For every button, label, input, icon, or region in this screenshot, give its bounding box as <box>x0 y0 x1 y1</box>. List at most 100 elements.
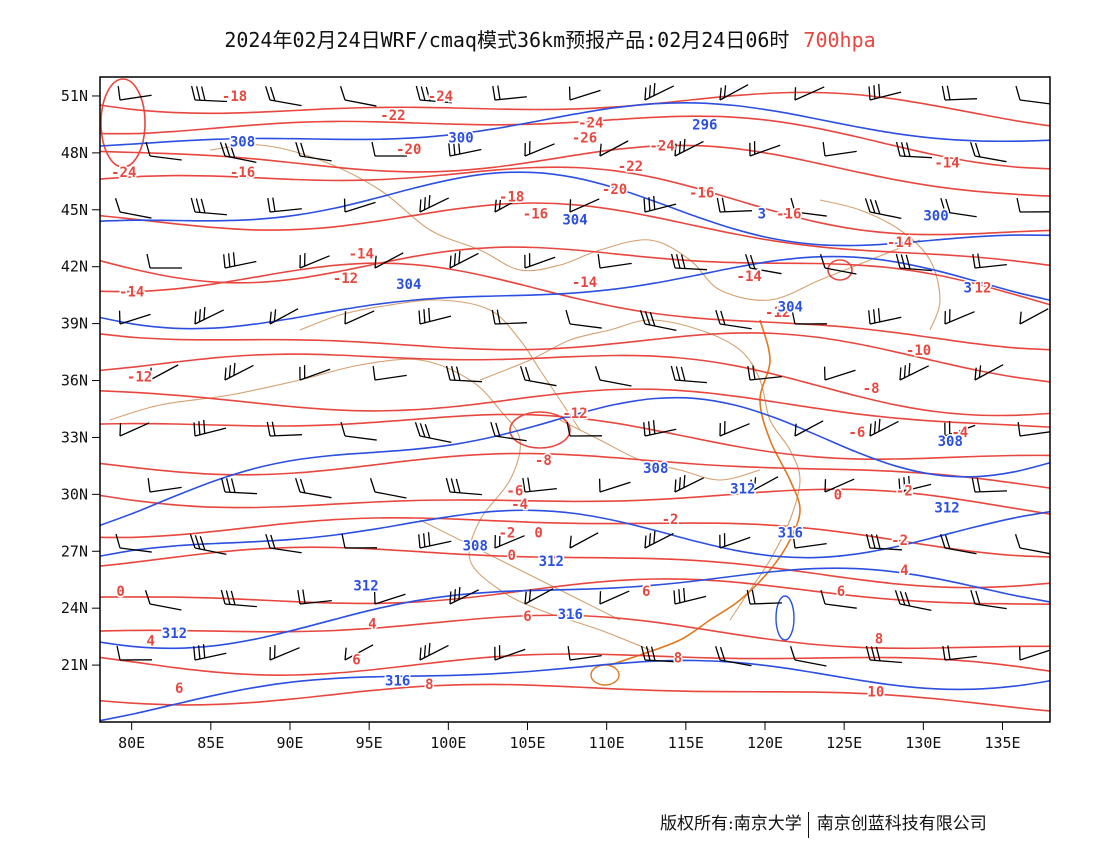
wind-barb <box>719 84 749 101</box>
wind-barb <box>449 250 479 269</box>
isotherm-closed <box>827 259 853 281</box>
height-label: 308 <box>643 461 668 477</box>
height-label: 312 <box>539 554 564 570</box>
temperature-label: 6 <box>642 584 650 600</box>
wind-barb <box>269 308 299 325</box>
wind-barb <box>716 197 752 213</box>
wind-barb <box>640 645 677 663</box>
wind-barb <box>643 420 677 437</box>
height-label: 316 <box>778 525 803 541</box>
wind-barb <box>372 366 407 381</box>
wind-barb <box>419 642 449 661</box>
temperature-label: -2 <box>662 512 679 528</box>
wind-barb <box>899 362 929 381</box>
wind-barb <box>267 197 302 213</box>
temperature-label: -12 <box>966 281 991 297</box>
temperature-label: 6 <box>175 681 183 697</box>
wind-barb <box>719 533 751 549</box>
axis-ticks: 80E 85E 90E 95E 100E 105E 110E 115E 120E 125E 130E… <box>61 87 1021 752</box>
wind-barb <box>714 646 752 667</box>
wind-barb <box>670 253 707 271</box>
wind-barb <box>1019 308 1049 325</box>
temperature-label: -24 <box>428 89 453 105</box>
wind-barb <box>418 307 452 325</box>
wind-barb <box>419 194 450 213</box>
wind-barb <box>149 364 179 381</box>
wind-barb <box>594 366 632 387</box>
wind-barb <box>940 197 977 218</box>
wind-barb <box>491 309 527 325</box>
wind-barb <box>895 141 932 159</box>
wind-barb <box>299 365 331 381</box>
wind-barb <box>749 476 779 493</box>
height-contour-line <box>100 567 1050 650</box>
temperature-label: -14 <box>349 246 374 262</box>
wind-barb <box>674 474 704 493</box>
height-contour-line <box>100 396 1050 527</box>
border-line <box>419 519 621 621</box>
contour-labels: -18-22-24-24 -16-20-24-26 -24-22-20-18 -16-… <box>110 87 993 702</box>
temperature-label: -22 <box>618 159 643 175</box>
wind-barb <box>939 534 977 555</box>
border-line <box>109 358 651 651</box>
title-pressure-level: 700hpa <box>803 28 876 52</box>
wind-barb <box>522 477 557 493</box>
temperature-label: -12 <box>333 271 358 287</box>
isotherm-line <box>100 91 1050 127</box>
wind-barb <box>266 421 302 437</box>
temperature-label: -6 <box>848 425 865 441</box>
temperature-label: 6 <box>523 609 531 625</box>
temperature-label: -24 <box>111 165 136 181</box>
wind-barb <box>524 141 555 157</box>
temperature-label: -14 <box>119 284 144 300</box>
wind-barb <box>747 365 782 381</box>
isotherm-line <box>100 246 1050 306</box>
wind-barb <box>864 198 902 219</box>
height-label: 300 <box>923 208 948 224</box>
isotherm-line <box>100 388 1050 428</box>
height-label: 312 <box>934 501 959 517</box>
wind-barb <box>794 86 825 101</box>
wind-barb <box>297 589 332 605</box>
wind-barb <box>343 198 376 213</box>
wind-barb <box>415 85 452 104</box>
x-tick-label: 95E <box>356 734 383 752</box>
temperature-label: -24 <box>649 138 674 154</box>
temperature-label: 8 <box>425 677 433 693</box>
wind-barb <box>942 645 977 661</box>
wind-barb <box>673 587 707 605</box>
y-tick-label: 21N <box>61 656 88 674</box>
wind-barb <box>644 82 675 101</box>
wind-barb <box>746 589 783 605</box>
wind-barb <box>972 253 1007 269</box>
wind-barb <box>1014 534 1050 555</box>
wind-barb <box>643 195 677 213</box>
wind-barb <box>1015 85 1050 105</box>
temperature-label: -18 <box>222 89 247 105</box>
height-label: 312 <box>730 482 755 498</box>
wind-barb <box>445 477 482 496</box>
wind-barb <box>970 589 1007 610</box>
temperature-label: -10 <box>906 343 931 359</box>
isotherm-line <box>100 144 1050 197</box>
height-label: 312 <box>162 626 187 642</box>
temperature-label: 4 <box>146 633 154 649</box>
wind-barb <box>944 309 975 325</box>
height-contour-line <box>100 101 1050 147</box>
temperature-label: -2 <box>896 484 913 500</box>
wind-barb <box>265 86 302 107</box>
wind-barb <box>299 253 330 269</box>
wind-barb <box>492 85 527 101</box>
height-label: 304 <box>396 277 421 293</box>
wind-barb <box>145 141 182 161</box>
wind-barb <box>865 645 902 664</box>
isotherm-line <box>100 202 1050 267</box>
border-line <box>819 199 941 331</box>
wind-barb <box>494 196 524 213</box>
wind-barb <box>373 590 406 605</box>
temperature-label: -14 <box>737 269 762 285</box>
wind-barb <box>941 85 977 101</box>
isotherm-line <box>100 488 1050 515</box>
temperature-label: -20 <box>602 182 627 198</box>
